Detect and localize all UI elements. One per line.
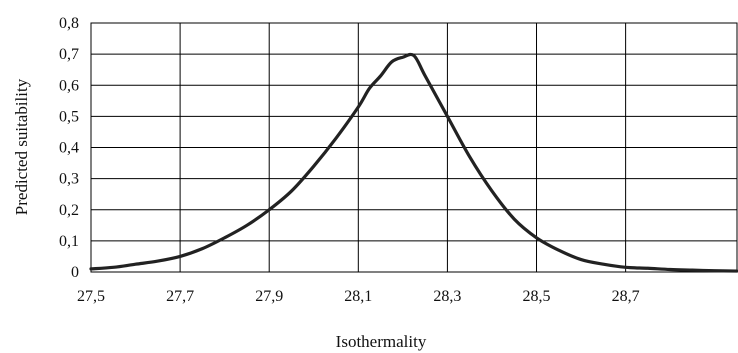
y-tick-label: 0,8	[59, 15, 79, 32]
y-axis-title: Predicted suitability	[12, 78, 31, 215]
y-tick-label: 0	[71, 264, 79, 281]
y-tick-label: 0,3	[59, 171, 79, 188]
y-tick-label: 0,6	[59, 77, 79, 94]
x-tick-label: 27,7	[166, 288, 194, 305]
x-tick-label: 28,1	[344, 288, 372, 305]
x-tick-label: 28,7	[612, 288, 640, 305]
y-tick-label: 0,4	[59, 140, 79, 157]
series-line	[89, 52, 738, 273]
x-tick-label: 27,5	[77, 288, 105, 305]
tick-labels: 0 0,1 0,2 0,3 0,4 0,5 0,6 0,7 0,8 27,5 27,7 27,9 28,…	[59, 15, 640, 305]
x-tick-label: 28,5	[523, 288, 551, 305]
x-tick-label: 27,9	[255, 288, 283, 305]
y-tick-label: 0,5	[59, 108, 79, 125]
plot-frame	[90, 22, 738, 273]
y-tick-label: 0,7	[59, 46, 79, 63]
y-tick-label: 0,1	[59, 233, 79, 250]
x-tick-label: 28,3	[433, 288, 461, 305]
x-axis-title: Isothermality	[336, 332, 427, 351]
y-tick-label: 0,2	[59, 202, 79, 219]
